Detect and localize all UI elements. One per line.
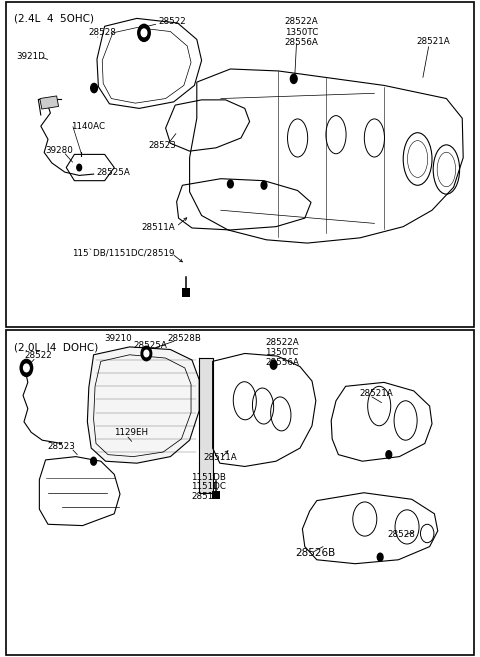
Text: 28511A: 28511A — [203, 453, 237, 462]
Text: 28522: 28522 — [158, 17, 186, 26]
Circle shape — [24, 364, 29, 372]
Text: 1151DB: 1151DB — [191, 473, 226, 482]
Circle shape — [77, 164, 82, 171]
Circle shape — [138, 24, 150, 41]
Text: 28522: 28522 — [24, 351, 52, 360]
Text: 1129EH: 1129EH — [114, 428, 148, 438]
Circle shape — [270, 360, 277, 369]
Text: 28556A: 28556A — [265, 357, 299, 367]
Text: 28521A: 28521A — [417, 37, 450, 46]
Polygon shape — [87, 347, 199, 463]
Circle shape — [141, 346, 152, 361]
Text: 28511A: 28511A — [142, 223, 175, 233]
Text: 28526B: 28526B — [295, 548, 336, 558]
Circle shape — [261, 181, 267, 189]
Circle shape — [144, 350, 149, 357]
Text: 28521A: 28521A — [359, 389, 393, 398]
Text: 1151DC: 1151DC — [191, 482, 226, 491]
Circle shape — [377, 553, 383, 561]
Polygon shape — [199, 358, 213, 493]
Circle shape — [91, 457, 96, 465]
Circle shape — [290, 74, 297, 83]
Bar — [212, 491, 220, 499]
Text: 28528: 28528 — [388, 530, 416, 539]
Text: 3921D: 3921D — [17, 52, 46, 61]
Text: (2.4L  4  5OHC): (2.4L 4 5OHC) — [14, 13, 95, 24]
Text: 28556A: 28556A — [285, 38, 319, 47]
Text: 28525A: 28525A — [96, 168, 130, 177]
Text: 115`DB/1151DC/28519: 115`DB/1151DC/28519 — [72, 249, 175, 258]
Circle shape — [20, 359, 33, 376]
Text: 39210: 39210 — [105, 334, 132, 343]
Circle shape — [386, 451, 392, 459]
Text: 28522A: 28522A — [285, 17, 318, 26]
Circle shape — [91, 83, 97, 93]
FancyBboxPatch shape — [6, 330, 474, 655]
Text: 1350TC: 1350TC — [265, 348, 299, 357]
Bar — [182, 288, 190, 297]
Circle shape — [228, 180, 233, 188]
Polygon shape — [40, 96, 59, 109]
Text: (2.0L  I4  DOHC): (2.0L I4 DOHC) — [14, 342, 99, 353]
Text: 28523: 28523 — [47, 442, 75, 451]
Text: 1140AC: 1140AC — [71, 122, 105, 131]
Text: 28519: 28519 — [191, 491, 219, 501]
Text: 28523: 28523 — [149, 141, 177, 150]
FancyBboxPatch shape — [6, 2, 474, 327]
Text: 28528B: 28528B — [167, 334, 201, 343]
Text: 28528: 28528 — [89, 28, 117, 37]
Text: 39280: 39280 — [46, 146, 73, 155]
Circle shape — [141, 29, 147, 37]
Text: 1350TC: 1350TC — [285, 28, 318, 37]
Text: 28525A: 28525A — [133, 341, 168, 350]
Text: 28522A: 28522A — [265, 338, 299, 347]
